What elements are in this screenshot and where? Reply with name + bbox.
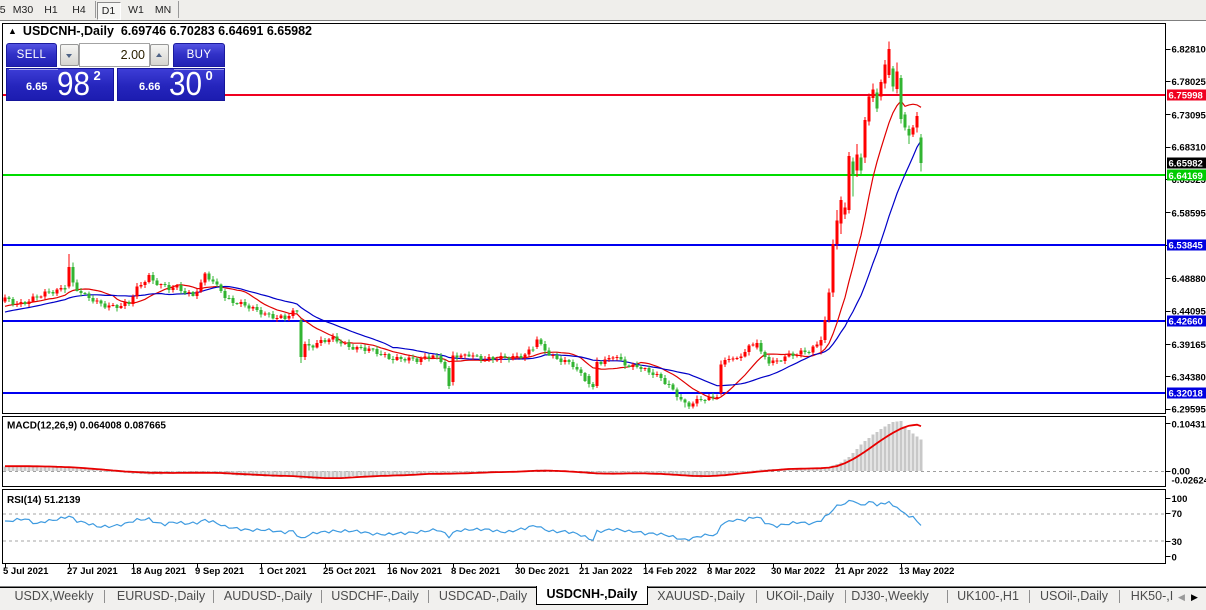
svg-text:14 Feb 2022: 14 Feb 2022 (643, 566, 697, 577)
svg-text:6.32018: 6.32018 (1169, 388, 1203, 399)
svg-text:30: 30 (1172, 537, 1183, 548)
svg-text:6.68310: 6.68310 (1172, 143, 1206, 154)
svg-text:6.58595: 6.58595 (1172, 208, 1206, 219)
svg-text:6.34380: 6.34380 (1172, 372, 1206, 383)
svg-text:6.42660: 6.42660 (1169, 316, 1203, 327)
svg-text:25 Oct 2021: 25 Oct 2021 (323, 566, 377, 577)
svg-text:-0.02624: -0.02624 (1172, 476, 1206, 487)
svg-text:70: 70 (1172, 509, 1183, 520)
svg-text:8 Dec 2021: 8 Dec 2021 (451, 566, 501, 577)
svg-text:MACD(12,26,9) 0.064008 0.08766: MACD(12,26,9) 0.064008 0.087665 (7, 421, 166, 432)
svg-text:18 Aug 2021: 18 Aug 2021 (131, 566, 187, 577)
svg-text:9 Sep 2021: 9 Sep 2021 (195, 566, 245, 577)
svg-text:30 Dec 2021: 30 Dec 2021 (515, 566, 570, 577)
svg-text:100: 100 (1172, 494, 1188, 505)
svg-text:6.44095: 6.44095 (1172, 307, 1206, 318)
svg-text:0: 0 (1172, 552, 1177, 563)
svg-text:21 Apr 2022: 21 Apr 2022 (835, 566, 888, 577)
svg-text:21 Jan 2022: 21 Jan 2022 (579, 566, 632, 577)
svg-text:6.73095: 6.73095 (1172, 110, 1206, 121)
svg-text:0.104313: 0.104313 (1172, 419, 1206, 430)
svg-text:6.48880: 6.48880 (1172, 274, 1206, 285)
svg-text:27 Jul 2021: 27 Jul 2021 (67, 566, 118, 577)
svg-text:6.64169: 6.64169 (1169, 171, 1203, 182)
svg-text:1 Oct 2021: 1 Oct 2021 (259, 566, 307, 577)
svg-text:6.75998: 6.75998 (1169, 91, 1203, 102)
svg-text:6.29595: 6.29595 (1172, 405, 1206, 416)
svg-text:13 May 2022: 13 May 2022 (899, 566, 954, 577)
svg-text:6.78025: 6.78025 (1172, 77, 1206, 88)
svg-text:6.82810: 6.82810 (1172, 45, 1206, 56)
svg-text:30 Mar 2022: 30 Mar 2022 (771, 566, 825, 577)
svg-text:6.65982: 6.65982 (1169, 159, 1203, 170)
svg-text:16 Nov 2021: 16 Nov 2021 (387, 566, 443, 577)
svg-text:5 Jul 2021: 5 Jul 2021 (3, 566, 49, 577)
svg-text:RSI(14) 51.2139: RSI(14) 51.2139 (7, 495, 81, 506)
svg-text:6.53845: 6.53845 (1169, 241, 1204, 252)
svg-text:6.39165: 6.39165 (1172, 340, 1206, 351)
svg-text:0.00: 0.00 (1172, 467, 1191, 478)
svg-text:8 Mar 2022: 8 Mar 2022 (707, 566, 756, 577)
